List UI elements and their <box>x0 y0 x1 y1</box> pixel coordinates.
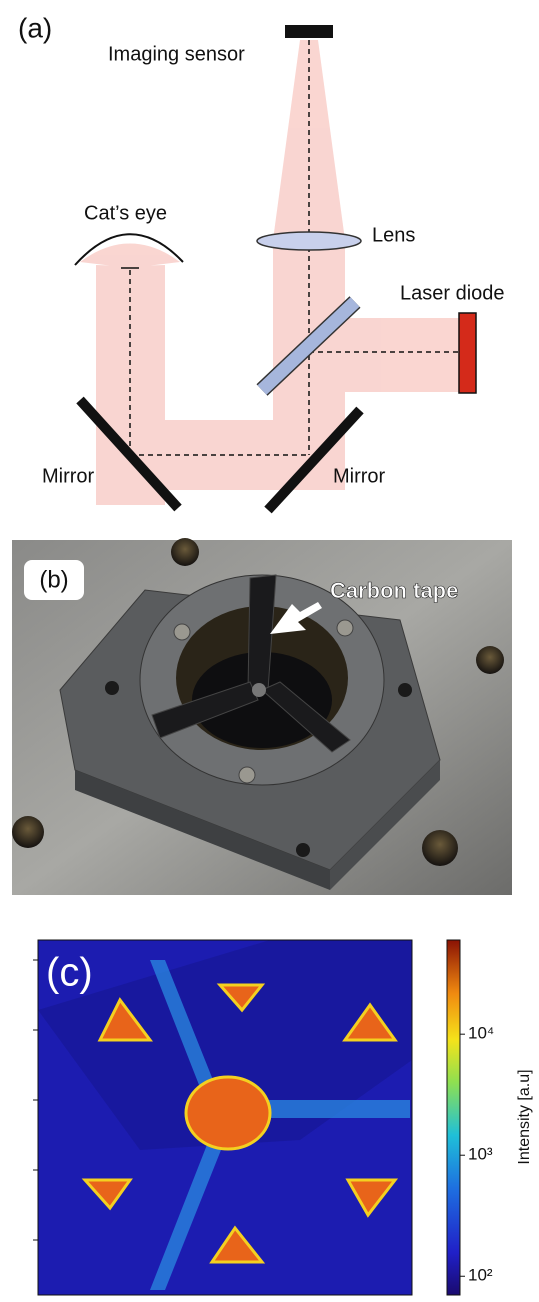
axis-ticks <box>33 960 38 1240</box>
label: Mirror <box>333 465 386 487</box>
annotation: Carbon tape <box>330 578 458 603</box>
label: Mirror <box>42 465 95 487</box>
panel-c: (c) Intensity [a.u] <box>33 940 533 1295</box>
label: Lens <box>372 224 415 246</box>
colorbar <box>447 940 460 1295</box>
beams <box>80 40 459 505</box>
panel-label: (c) <box>46 951 93 995</box>
colorbar-label: Intensity [a.u] <box>516 1069 533 1164</box>
label: Laser diode <box>400 282 505 304</box>
page: {"panel_a": {"label": "(a)", "imaging_se… <box>0 0 539 1302</box>
label: Cat’s eye <box>84 202 167 224</box>
figure: (a) Imaging sensor Cat’s eye Lens Laser … <box>0 0 539 1302</box>
colorbar-tick-label: 10² <box>468 1266 493 1285</box>
colorbar-tick-label: 10⁴ <box>468 1024 494 1043</box>
panel-a: (a) Imaging sensor Cat’s eye Lens Laser … <box>18 12 505 510</box>
laser-diode <box>459 313 476 393</box>
imaging-sensor <box>285 25 333 38</box>
label: Imaging sensor <box>108 43 245 65</box>
panel-label: (b) <box>39 566 68 593</box>
panel-b: (b) Carbon tape <box>12 538 512 895</box>
colorbar-tick-label: 10³ <box>468 1145 493 1164</box>
lens <box>257 232 361 250</box>
panel-label: (a) <box>18 12 52 43</box>
